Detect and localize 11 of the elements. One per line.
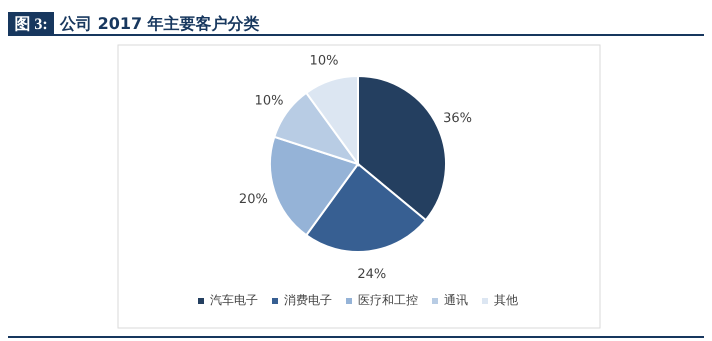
data-label: 10% (254, 93, 284, 108)
data-label: 36% (443, 111, 472, 126)
data-label: 20% (238, 192, 268, 207)
data-label: 24% (357, 267, 386, 282)
legend-label: 医疗和工控 (358, 293, 418, 307)
data-label: 10% (310, 53, 338, 68)
legend-label: 通讯 (444, 293, 468, 307)
legend-label: 消费电子 (284, 293, 332, 307)
legend-label: 汽车电子 (210, 293, 258, 307)
legend-label: 其他 (494, 293, 518, 307)
chart-title: 图 3: 公司 2017 年主要客户分类 (14, 14, 260, 33)
